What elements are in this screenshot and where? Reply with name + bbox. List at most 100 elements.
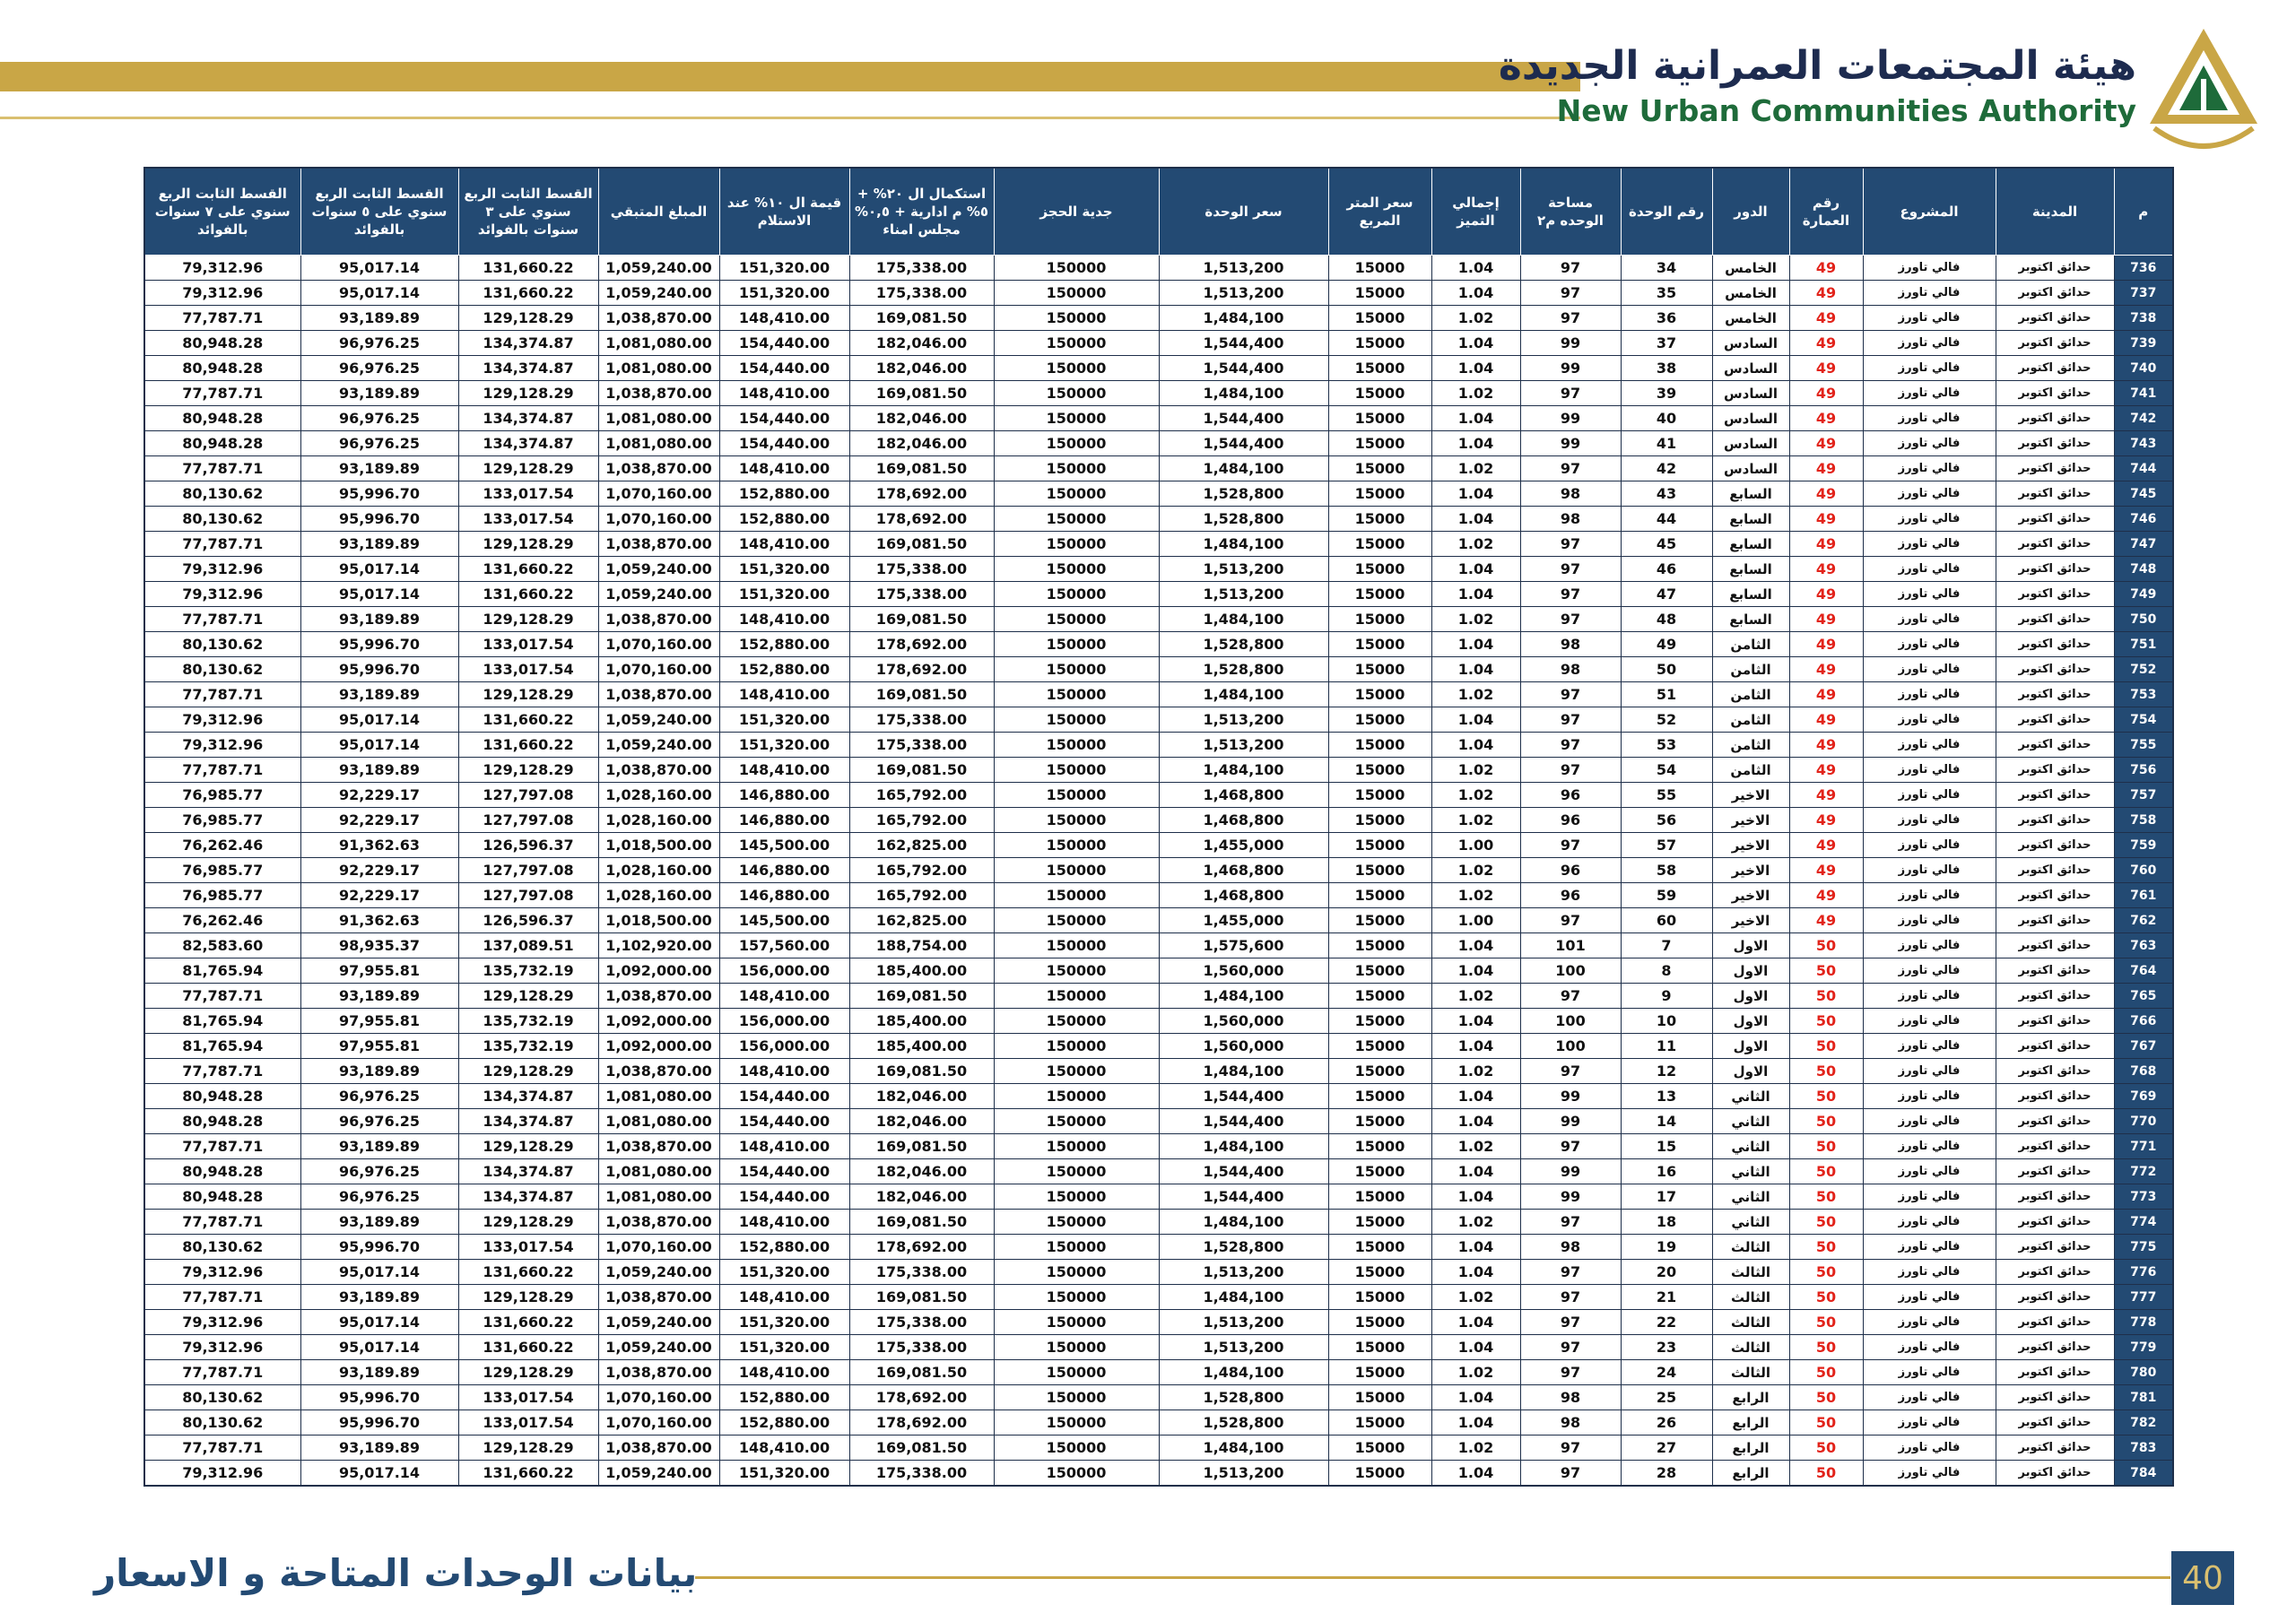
table-cell: 129,128.29 (457, 1133, 599, 1159)
table-cell: 49 (1788, 280, 1864, 306)
table-cell: 1.04 (1431, 1008, 1521, 1034)
table-cell: 1.04 (1431, 656, 1521, 682)
table-cell: 15000 (1327, 430, 1432, 456)
table-row: 758 حدائق اكتوبر فالي تاورز 49 الاخير 56 96 1.0… (144, 807, 2174, 833)
table-cell: 1.04 (1431, 481, 1521, 507)
table-cell: 99 (1519, 1108, 1622, 1134)
table-cell: فالي تاورز (1862, 1108, 1996, 1134)
table-cell: 16 (1620, 1158, 1713, 1184)
table-cell: 182,046.00 (848, 430, 995, 456)
table-cell: حدائق اكتوبر (1995, 1184, 2115, 1210)
table-cell: 97 (1519, 732, 1622, 758)
table-cell: 150000 (993, 1384, 1160, 1410)
column-header: قيمة ال ١٠% عند الاستلام (718, 167, 850, 256)
table-cell: 79,312.96 (144, 1259, 301, 1285)
table-cell: الاخير (1711, 882, 1790, 908)
table-cell: 169,081.50 (848, 757, 995, 783)
table-cell: 1.04 (1431, 430, 1521, 456)
table-cell: حدائق اكتوبر (1995, 330, 2115, 356)
table-cell: 1,513,200 (1158, 1309, 1329, 1335)
table-cell: 1.04 (1431, 932, 1521, 958)
table-cell: 50 (1788, 1209, 1864, 1235)
table-cell: 1,038,870.00 (597, 380, 720, 406)
table-cell: 97 (1519, 1309, 1622, 1335)
table-cell: 1,070,160.00 (597, 1234, 720, 1260)
table-cell: 59 (1620, 882, 1713, 908)
table-cell: 1,081,080.00 (597, 405, 720, 431)
table-cell: 182,046.00 (848, 1108, 995, 1134)
table-cell: 95,996.70 (300, 1384, 459, 1410)
table-cell: 15000 (1327, 1409, 1432, 1436)
table-cell: 1.02 (1431, 1435, 1521, 1461)
table-cell: 91,362.63 (300, 907, 459, 933)
table-cell: حدائق اكتوبر (1995, 305, 2115, 331)
table-cell: 95,017.14 (300, 1309, 459, 1335)
table-cell: 23 (1620, 1334, 1713, 1360)
table-cell: 79,312.96 (144, 280, 301, 306)
table-cell: الاخير (1711, 907, 1790, 933)
table-cell: 96 (1519, 807, 1622, 833)
table-cell: فالي تاورز (1862, 305, 1996, 331)
table-cell: 99 (1519, 1184, 1622, 1210)
table-cell: 150000 (993, 1133, 1160, 1159)
table-cell: 169,081.50 (848, 531, 995, 557)
table-cell: 93,189.89 (300, 1133, 459, 1159)
table-cell: فالي تاورز (1862, 1334, 1996, 1360)
table-cell: 95,017.14 (300, 707, 459, 733)
column-header: مساحة الوحده م٢ (1519, 167, 1622, 256)
table-cell: 1.02 (1431, 983, 1521, 1009)
table-cell: 133,017.54 (457, 1234, 599, 1260)
table-cell: 150000 (993, 1058, 1160, 1084)
table-cell: 76,985.77 (144, 882, 301, 908)
table-cell: حدائق اكتوبر (1995, 882, 2115, 908)
table-cell: 20 (1620, 1259, 1713, 1285)
table-cell: 39 (1620, 380, 1713, 406)
table-cell: 15000 (1327, 857, 1432, 883)
table-cell: 92,229.17 (300, 782, 459, 808)
table-cell: 151,320.00 (718, 255, 850, 281)
table-cell: 49 (1788, 430, 1864, 456)
table-cell: 126,596.37 (457, 907, 599, 933)
column-header: المشروع (1862, 167, 1996, 256)
table-cell: 97,955.81 (300, 958, 459, 984)
table-cell: 150000 (993, 1284, 1160, 1310)
table-cell: 775 (2113, 1234, 2174, 1260)
table-cell: 93,189.89 (300, 305, 459, 331)
table-cell: 743 (2113, 430, 2174, 456)
table-row: 767 حدائق اكتوبر فالي تاورز 50 الاول 11 100 1.0… (144, 1033, 2174, 1059)
table-cell: 1.04 (1431, 280, 1521, 306)
table-row: 746 حدائق اكتوبر فالي تاورز 49 السابع 44 98 1.0… (144, 506, 2174, 532)
table-cell: فالي تاورز (1862, 531, 1996, 557)
table-cell: فالي تاورز (1862, 631, 1996, 657)
table-cell: 1.04 (1431, 1384, 1521, 1410)
table-cell: 751 (2113, 631, 2174, 657)
table-cell: 134,374.87 (457, 1158, 599, 1184)
table-cell: 96,976.25 (300, 1184, 459, 1210)
table-cell: 79,312.96 (144, 732, 301, 758)
table-row: 748 حدائق اكتوبر فالي تاورز 49 السابع 46 97 1.0… (144, 556, 2174, 582)
table-cell: 150000 (993, 305, 1160, 331)
table-cell: 15000 (1327, 932, 1432, 958)
table-cell: 49 (1788, 606, 1864, 632)
table-cell: 15000 (1327, 631, 1432, 657)
table-cell: 93,189.89 (300, 606, 459, 632)
table-cell: 146,880.00 (718, 882, 850, 908)
table-row: 747 حدائق اكتوبر فالي تاورز 49 السابع 45 97 1.0… (144, 531, 2174, 557)
table-cell: 129,128.29 (457, 305, 599, 331)
table-cell: 92,229.17 (300, 857, 459, 883)
table-cell: 50 (1788, 1409, 1864, 1436)
table-cell: 148,410.00 (718, 983, 850, 1009)
table-cell: 175,338.00 (848, 1460, 995, 1487)
table-cell: 175,338.00 (848, 1309, 995, 1335)
table-cell: 759 (2113, 832, 2174, 858)
table-cell: 15000 (1327, 1008, 1432, 1034)
table-cell: 93,189.89 (300, 1435, 459, 1461)
table-cell: فالي تاورز (1862, 958, 1996, 984)
table-cell: 15000 (1327, 782, 1432, 808)
table-cell: 80,948.28 (144, 1108, 301, 1134)
table-cell: 43 (1620, 481, 1713, 507)
table-cell: 165,792.00 (848, 807, 995, 833)
table-cell: 152,880.00 (718, 481, 850, 507)
table-cell: 169,081.50 (848, 983, 995, 1009)
table-cell: 15000 (1327, 958, 1432, 984)
